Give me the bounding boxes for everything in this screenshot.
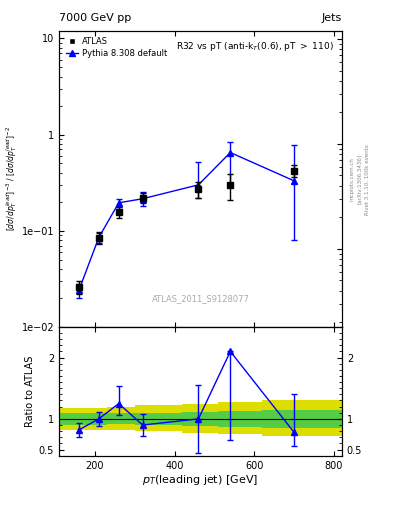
Legend: ATLAS, Pythia 8.308 default: ATLAS, Pythia 8.308 default — [63, 35, 170, 60]
Text: Jets: Jets — [321, 13, 342, 24]
Text: [arXiv:1306.3436]: [arXiv:1306.3436] — [357, 154, 362, 204]
X-axis label: $p_T$(leading jet) [GeV]: $p_T$(leading jet) [GeV] — [142, 473, 259, 487]
Text: ATLAS_2011_S9128077: ATLAS_2011_S9128077 — [151, 294, 250, 303]
Y-axis label: Ratio to ATLAS: Ratio to ATLAS — [24, 356, 35, 427]
Text: 7000 GeV pp: 7000 GeV pp — [59, 13, 131, 24]
Text: R32 vs pT (anti-k$_T$(0.6), pT $>$ 110): R32 vs pT (anti-k$_T$(0.6), pT $>$ 110) — [176, 39, 333, 53]
Text: Rivet 3.1.10, 100k events: Rivet 3.1.10, 100k events — [365, 144, 370, 215]
Text: mcplots.cern.ch: mcplots.cern.ch — [349, 157, 354, 201]
Y-axis label: $[d\sigma/dp_T^{lead}]^{-3}$ / $[d\sigma/dp_T^{lead}]^{-2}$: $[d\sigma/dp_T^{lead}]^{-3}$ / $[d\sigma… — [4, 126, 19, 231]
